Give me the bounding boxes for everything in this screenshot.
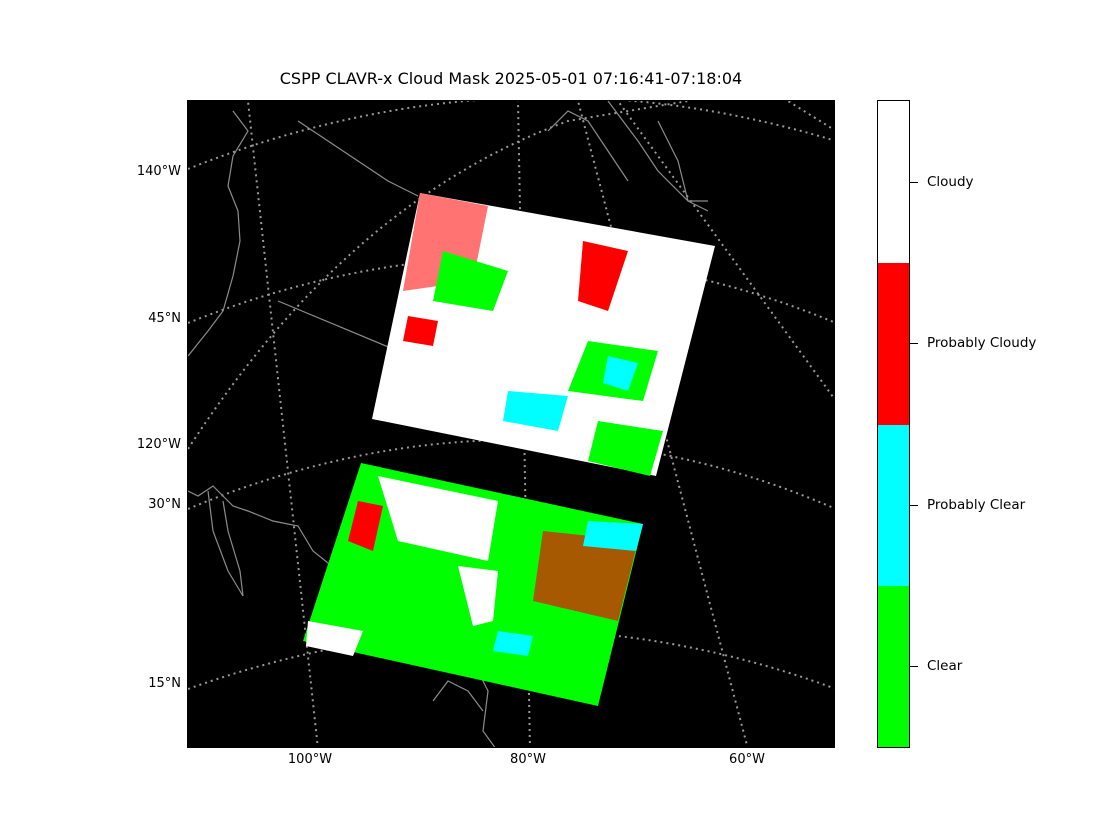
meridian-line [787, 101, 834, 131]
hudson-coast [547, 110, 629, 182]
pacific-coast [188, 110, 249, 357]
colorbar-cloudy [878, 101, 909, 263]
colorbar-tick [910, 182, 918, 183]
meridian-line [577, 101, 749, 747]
probably-cloudy-area [403, 316, 438, 346]
map-canvas [188, 101, 834, 747]
lon-label: 80°W [510, 752, 546, 767]
map-title: CSPP CLAVR-x Cloud Mask 2025-05-01 07:16… [279, 69, 743, 88]
swath-north [372, 193, 715, 476]
parallel-line [188, 101, 834, 170]
probably-clear-area [503, 391, 568, 431]
arctic-coast [297, 120, 419, 197]
meridian-line [247, 101, 319, 747]
lat-label: 45°N [148, 311, 181, 326]
swath-south [303, 463, 643, 706]
legend-label-probably-clear: Probably Clear [927, 497, 1026, 513]
legend-label-probably-cloudy: Probably Cloudy [927, 335, 1037, 351]
clear-area [433, 251, 508, 311]
colorbar [877, 100, 910, 748]
probably-cloudy-area [578, 241, 628, 311]
greenland-coast [607, 101, 709, 212]
lat-label: 120°W [136, 437, 181, 452]
legend-label-cloudy: Cloudy [927, 174, 974, 190]
probably-cloudy-area [533, 531, 638, 621]
colorbar-tick [910, 505, 918, 506]
probably-clear-area [603, 356, 638, 391]
probably-cloudy-area [348, 501, 383, 551]
probably-clear-area [583, 521, 643, 551]
parallel-line [188, 629, 834, 690]
colorbar-clear [878, 586, 909, 747]
legend-label-clear: Clear [927, 658, 963, 674]
lat-label: 30°N [148, 497, 181, 512]
meridian-line [617, 101, 834, 400]
yucatan-coast [432, 680, 484, 712]
labrador-coast [657, 120, 708, 202]
colorbar-tick [910, 343, 918, 344]
lon-label: 100°W [287, 752, 333, 767]
probably-clear-area [493, 631, 533, 656]
map-panel [187, 100, 835, 748]
lat-label: 15°N [148, 676, 181, 691]
cloudy-area [378, 476, 498, 561]
colorbar-probably-clear [878, 425, 909, 586]
cloudy-area [306, 621, 363, 656]
baja-coast [207, 490, 244, 597]
colorbar-probably-cloudy [878, 263, 909, 425]
parallel-line [188, 101, 689, 450]
lon-label: 60°W [729, 752, 765, 767]
colorbar-tick [910, 666, 918, 667]
cloudy-area [458, 566, 498, 626]
clear-area [588, 421, 663, 476]
lat-label: 140°W [136, 164, 181, 179]
